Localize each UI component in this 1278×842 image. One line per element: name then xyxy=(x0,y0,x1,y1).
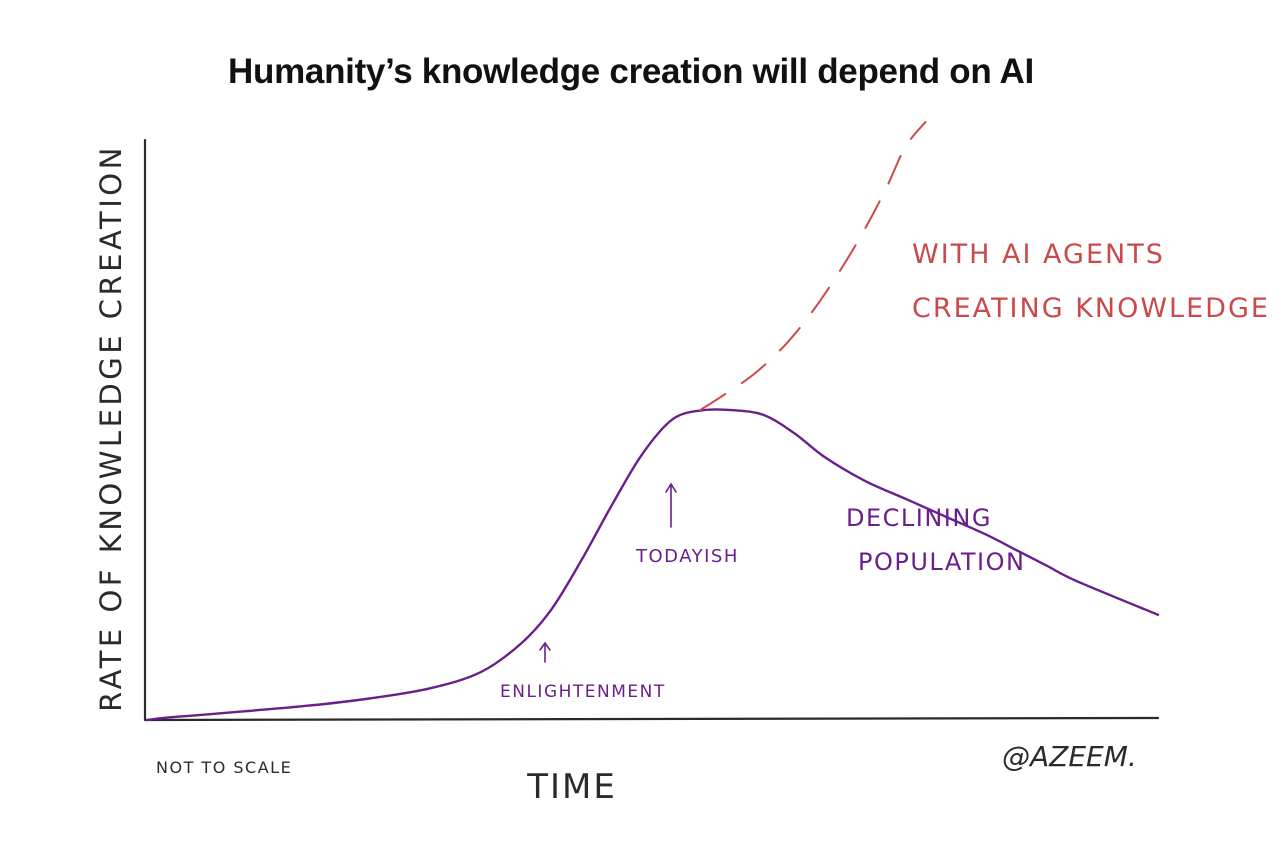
chart-title: Humanity’s knowledge creation will depen… xyxy=(228,52,1034,91)
annotation-declining-line2: POPULATION xyxy=(858,548,1025,576)
axes xyxy=(143,138,1160,722)
annotation-with-ai-line1: WITH AI AGENTS xyxy=(912,239,1165,270)
annotation-todayish: TODAYISH xyxy=(635,546,739,567)
annotation-declining-line1: DECLINING xyxy=(846,504,992,532)
series-layer xyxy=(145,121,1160,722)
annotation-with-ai: WITH AI AGENTS CREATING KNOWLEDGE xyxy=(912,239,1270,324)
series-knowledge-line xyxy=(145,408,1160,722)
series-with-ai-line xyxy=(699,121,927,412)
annotation-enlightenment: ENLIGHTENMENT xyxy=(500,682,666,702)
y-axis-label: RATE OF KNOWLEDGE CREATION xyxy=(94,144,128,712)
annotation-with-ai-line2: CREATING KNOWLEDGE xyxy=(912,293,1270,324)
not-to-scale-note: NOT TO SCALE xyxy=(156,758,292,777)
enlightenment-arrow xyxy=(539,641,551,663)
todayish-arrow xyxy=(665,482,677,528)
x-axis-label: TIME xyxy=(526,767,617,807)
signature: @AZEEM. xyxy=(1002,740,1137,773)
annotation-declining-population: DECLINING POPULATION xyxy=(846,504,1025,576)
